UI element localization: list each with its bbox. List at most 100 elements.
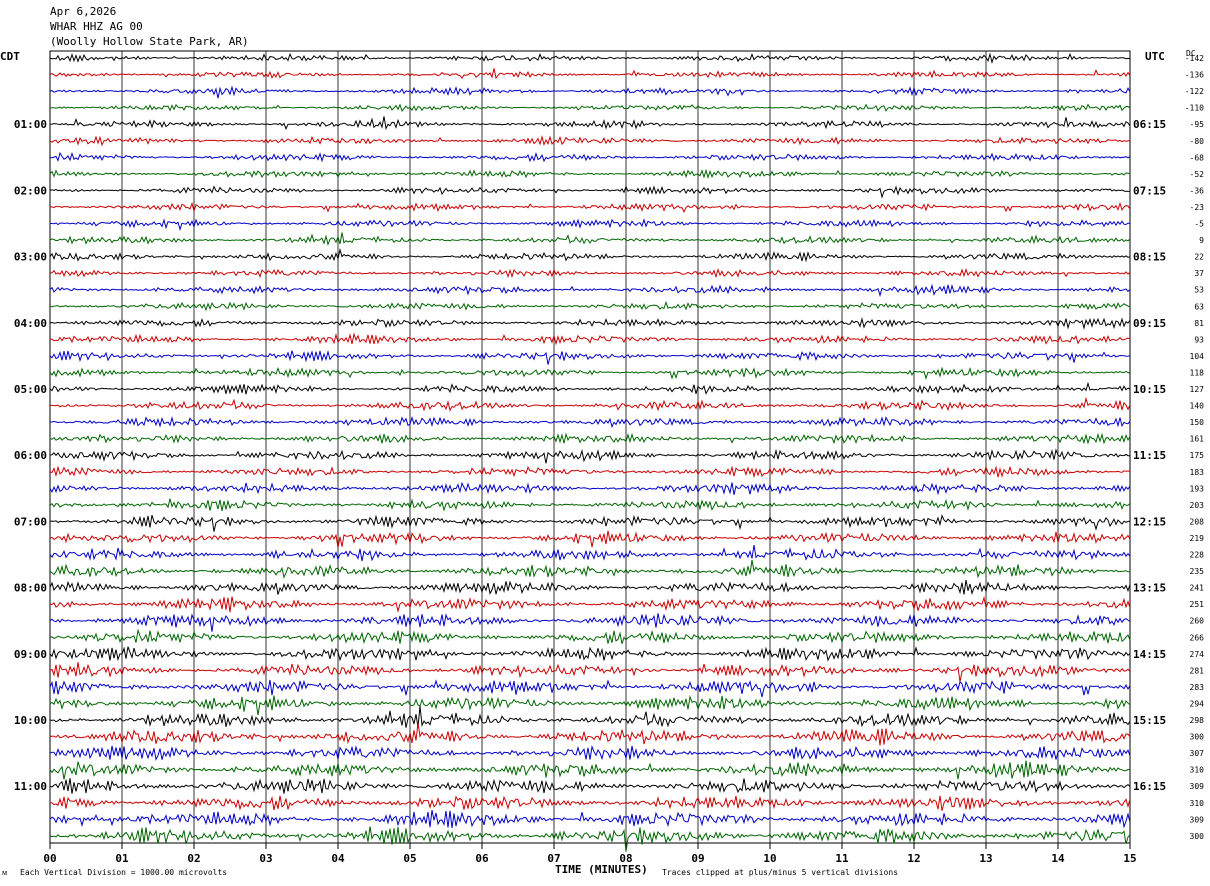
- right-time-label: 16:15: [1133, 780, 1166, 793]
- dc-offset-label: 309: [1190, 815, 1205, 824]
- footer-clip-note: Traces clipped at plus/minus 5 vertical …: [662, 868, 898, 877]
- x-axis-label: TIME (MINUTES): [555, 863, 648, 876]
- dc-offset-label: 294: [1190, 699, 1205, 708]
- left-time-label: 10:00: [14, 714, 47, 727]
- seismic-trace: [49, 744, 1131, 761]
- right-time-label: 12:15: [1133, 515, 1166, 528]
- dc-offset-label: 183: [1190, 468, 1205, 477]
- dc-offset-label: -95: [1190, 120, 1205, 129]
- x-tick-label: 00: [43, 852, 56, 865]
- x-tick-label: 15: [1123, 852, 1136, 865]
- dc-offset-label: 53: [1194, 286, 1204, 295]
- dc-offset-label: 93: [1194, 335, 1204, 344]
- seismic-trace: [49, 366, 1131, 380]
- seismic-trace: [49, 679, 1131, 698]
- seismic-trace: [49, 662, 1131, 682]
- dc-offset-label: 274: [1190, 650, 1205, 659]
- x-tick-label: 03: [259, 852, 272, 865]
- seismic-trace: [49, 778, 1131, 794]
- x-tick-label: 11: [835, 852, 849, 865]
- seismic-trace: [49, 232, 1131, 247]
- x-tick-label: 10: [763, 852, 776, 865]
- dc-column-header: DC: [1186, 49, 1196, 58]
- seismic-trace: [50, 795, 1131, 811]
- seismic-trace: [49, 332, 1131, 346]
- grid-layer: [49, 50, 1131, 849]
- seismic-trace: [49, 530, 1131, 548]
- seismic-trace: [49, 432, 1131, 445]
- dc-offset-label: -110: [1185, 104, 1204, 113]
- dc-offset-label: 9: [1199, 236, 1204, 245]
- dc-offset-label: -142: [1185, 54, 1204, 63]
- seismic-trace: [49, 185, 1131, 199]
- x-tick-label: 14: [1051, 852, 1065, 865]
- seismic-trace: [49, 498, 1131, 512]
- footer-scale-note: Each Vertical Division = 1000.00 microvo…: [20, 868, 227, 877]
- left-time-label: 05:00: [14, 383, 47, 396]
- dc-offset-label: 22: [1194, 253, 1204, 262]
- seismic-trace: [49, 247, 1131, 263]
- dc-offset-label: 219: [1190, 534, 1205, 543]
- dc-offset-label: 300: [1190, 832, 1205, 841]
- seismic-trace: [49, 300, 1131, 312]
- right-time-label: 06:15: [1133, 118, 1166, 131]
- left-time-label: 07:00: [14, 515, 47, 528]
- seismic-trace: [49, 68, 1131, 80]
- dc-offset-label: -23: [1190, 203, 1205, 212]
- dc-offset-label: -122: [1185, 87, 1204, 96]
- seismic-trace: [49, 481, 1131, 496]
- location-label: (Woolly Hollow State Park, AR): [50, 35, 249, 48]
- seismic-trace: [49, 465, 1131, 479]
- dc-offset-label: 175: [1190, 451, 1205, 460]
- right-time-label: 11:15: [1133, 449, 1166, 462]
- dc-offset-label: 266: [1190, 633, 1205, 642]
- left-time-label: 03:00: [14, 251, 47, 264]
- dc-offset-label: -68: [1190, 153, 1205, 162]
- seismic-trace: [49, 694, 1131, 716]
- dc-offset-label: -5: [1194, 220, 1204, 229]
- left-time-label: 09:00: [14, 648, 47, 661]
- dc-offset-label: 283: [1190, 683, 1205, 692]
- seismic-trace: [49, 116, 1131, 131]
- date-label: Apr 6,2026: [50, 5, 116, 18]
- dc-offset-label: 118: [1190, 368, 1205, 377]
- dc-offset-label: 161: [1190, 435, 1205, 444]
- seismic-trace: [49, 646, 1131, 662]
- trace-layer: [49, 52, 1131, 852]
- dc-offset-label: 309: [1190, 782, 1205, 791]
- dc-offset-label: 104: [1190, 352, 1205, 361]
- dc-offset-label: 81: [1194, 319, 1204, 328]
- seismic-trace: [49, 283, 1131, 298]
- right-time-label: 13:15: [1133, 582, 1166, 595]
- seismic-trace: [49, 85, 1131, 99]
- seismic-trace: [49, 448, 1130, 464]
- right-time-label: 10:15: [1133, 383, 1166, 396]
- dc-offset-label: 310: [1190, 799, 1205, 808]
- seismic-trace: [49, 760, 1130, 780]
- x-tick-label: 05: [403, 852, 416, 865]
- right-time-label: 07:15: [1133, 184, 1166, 197]
- seismic-trace: [49, 52, 1131, 64]
- left-time-label: 02:00: [14, 184, 47, 197]
- right-timezone-label: UTC: [1145, 50, 1165, 63]
- seismic-trace: [49, 396, 1131, 412]
- dc-offset-label: 310: [1190, 766, 1205, 775]
- dc-offset-label: -36: [1190, 186, 1205, 195]
- right-time-label: 09:15: [1133, 317, 1166, 330]
- dc-offset-label: 140: [1190, 402, 1205, 411]
- x-tick-label: 07: [547, 852, 560, 865]
- seismic-trace: [49, 317, 1131, 330]
- dc-offset-label: 37: [1194, 269, 1204, 278]
- x-tick-label: 04: [331, 852, 345, 865]
- dc-offset-label: 203: [1190, 501, 1205, 510]
- dc-offset-label: 228: [1190, 551, 1205, 560]
- seismic-trace: [49, 134, 1131, 147]
- seismic-trace: [49, 415, 1131, 429]
- dc-offset-label: 281: [1190, 666, 1205, 675]
- dc-offset-label: 235: [1190, 567, 1205, 576]
- x-tick-label: 12: [907, 852, 920, 865]
- dc-offset-label: 251: [1190, 600, 1205, 609]
- seismic-trace: [49, 810, 1131, 829]
- station-label: WHAR HHZ AG 00: [50, 20, 143, 33]
- x-tick-label: 09: [691, 852, 704, 865]
